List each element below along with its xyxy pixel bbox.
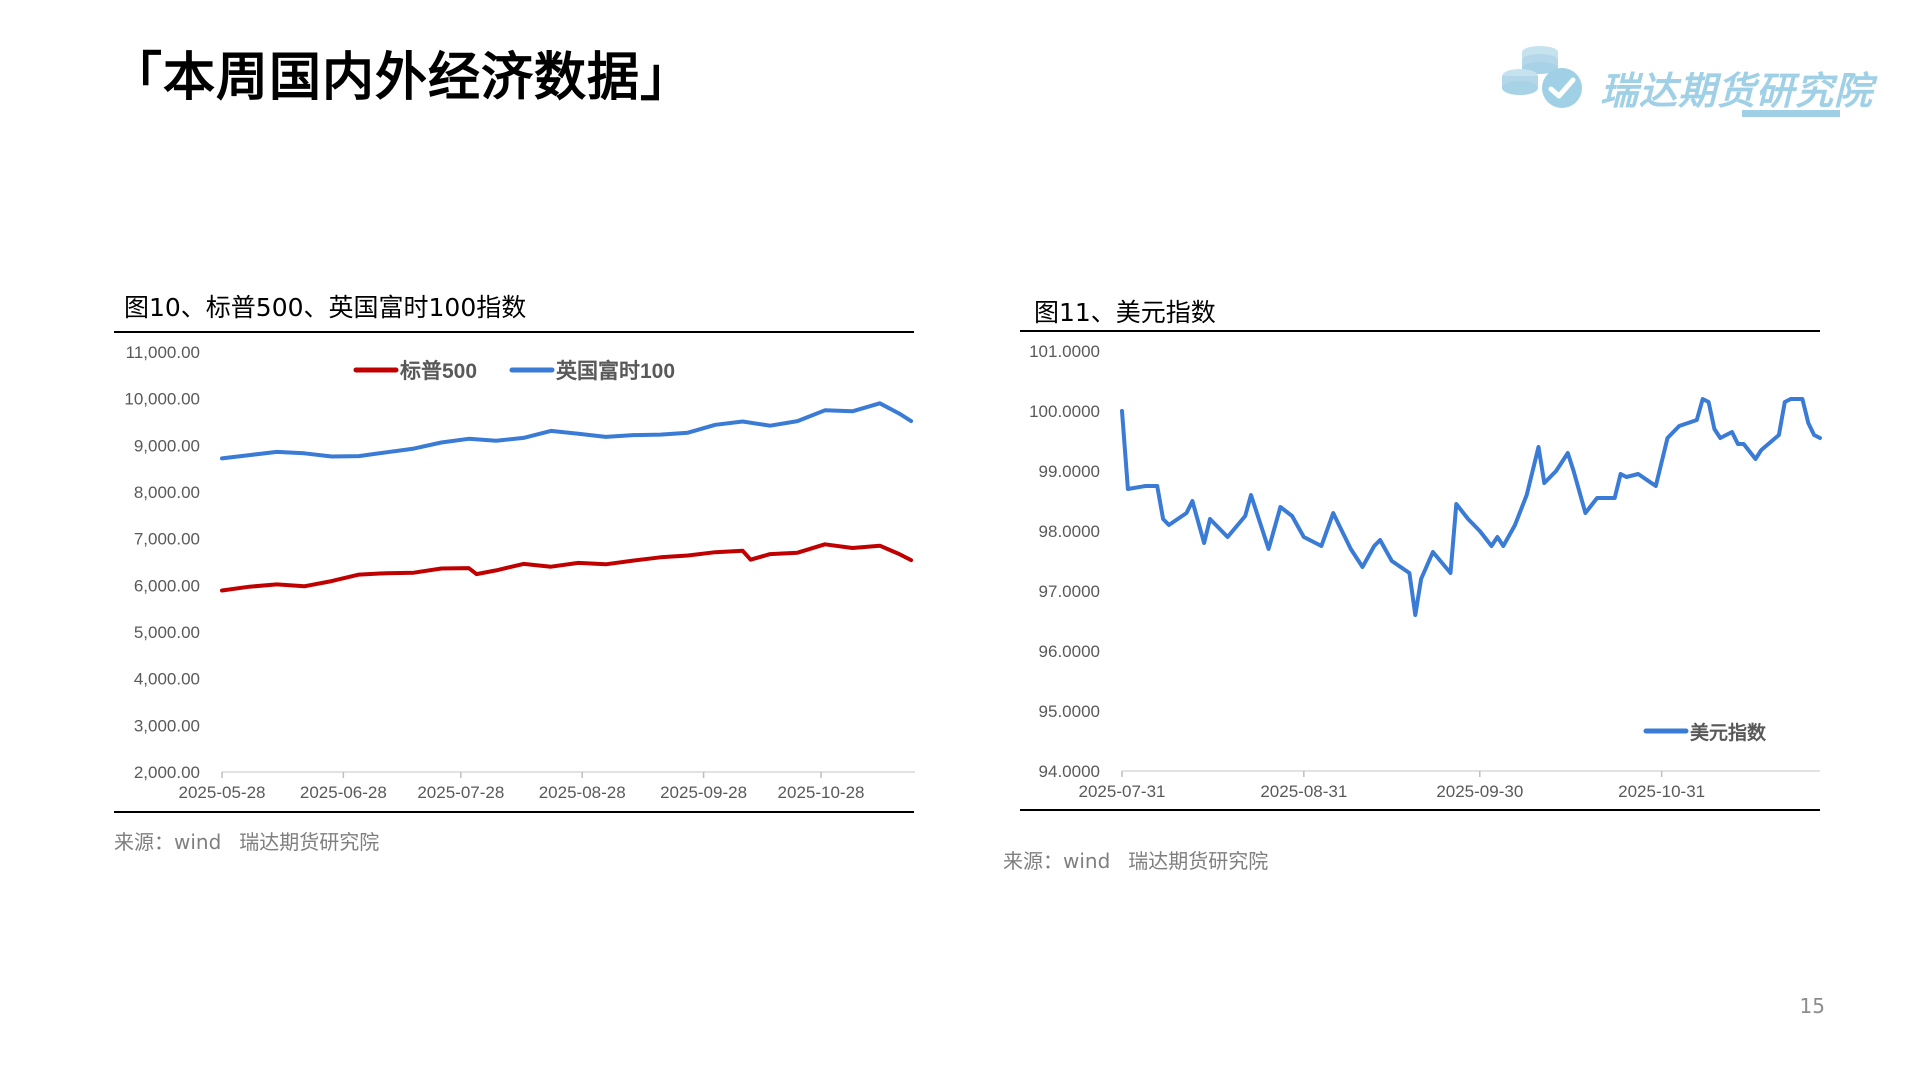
- chart-left-source: 来源：wind 瑞达期货研究院: [114, 826, 379, 855]
- x-tick-label: 2025-06-28: [300, 783, 387, 802]
- y-tick-label: 96.0000: [1039, 642, 1100, 661]
- chart-right-top-rule: [1020, 330, 1820, 332]
- chart-right-title: 图11、美元指数: [1034, 298, 1216, 327]
- source-label: 来源：wind: [114, 830, 222, 854]
- y-tick-label: 5,000.00: [134, 623, 200, 642]
- company-logo: 瑞达期货研究院: [1500, 36, 1872, 126]
- legend-label: 英国富时100: [556, 359, 675, 383]
- x-tick-label: 2025-05-28: [179, 783, 266, 802]
- chart-right-plot: 101.0000 100.0000 99.0000 98.0000 97.0000 96.…: [1029, 342, 1822, 801]
- chart-left-bottom-rule: [114, 811, 914, 813]
- y-tick-label: 9,000.00: [134, 436, 200, 455]
- series-line-1: [220, 542, 914, 593]
- x-tick-label: 2025-10-31: [1618, 782, 1705, 801]
- y-tick-label: 11,000.00: [126, 343, 200, 362]
- y-tick-label: 95.0000: [1039, 702, 1100, 721]
- y-tick-label: 8,000.00: [134, 483, 200, 502]
- coin-stack-check-icon: [1502, 46, 1582, 108]
- y-tick-label: 100.0000: [1029, 402, 1100, 421]
- y-tick-label: 98.0000: [1039, 522, 1100, 541]
- chart-left-title: 图10、标普500、英国富时100指数: [124, 293, 527, 322]
- x-tick-label: 2025-10-28: [778, 783, 865, 802]
- chart-right-source: 来源：wind 瑞达期货研究院: [1003, 845, 1268, 874]
- y-tick-label: 7,000.00: [134, 530, 200, 549]
- series-line-2: [220, 401, 914, 461]
- page-number: 15: [1799, 994, 1825, 1018]
- y-tick-label: 99.0000: [1039, 462, 1100, 481]
- y-tick-label: 101.0000: [1029, 342, 1100, 361]
- x-tick-label: 2025-08-31: [1260, 782, 1347, 801]
- y-tick-label: 3,000.00: [134, 716, 200, 735]
- source-org: 瑞达期货研究院: [239, 830, 380, 854]
- series-line-1: [1120, 397, 1822, 617]
- x-tick-label: 2025-08-28: [539, 783, 626, 802]
- legend-label: 标普500: [400, 359, 477, 383]
- logo-text: 瑞达期货研究院: [1600, 69, 1874, 113]
- y-tick-label: 97.0000: [1039, 582, 1100, 601]
- source-org: 瑞达期货研究院: [1128, 849, 1269, 873]
- y-tick-label: 10,000.00: [124, 390, 200, 409]
- legend-label: 美元指数: [1690, 721, 1767, 744]
- y-tick-label: 2,000.00: [134, 763, 200, 782]
- x-tick-label: 2025-09-30: [1436, 782, 1523, 801]
- y-tick-label: 94.0000: [1039, 762, 1100, 781]
- chart-left-top-rule: [114, 331, 914, 333]
- chart-left-plot: 11,000.00 10,000.00 9,000.00 8,000.00 7,000.…: [124, 343, 915, 802]
- page-title: 「本周国内外经济数据」: [110, 48, 694, 108]
- source-label: 来源：wind: [1003, 849, 1111, 873]
- chart-right-bottom-rule: [1020, 809, 1820, 811]
- x-tick-label: 2025-07-31: [1079, 782, 1166, 801]
- y-tick-label: 6,000.00: [134, 576, 200, 595]
- x-tick-label: 2025-07-28: [417, 783, 504, 802]
- logo-underline: [1742, 110, 1840, 117]
- y-tick-label: 4,000.00: [134, 670, 200, 689]
- x-tick-label: 2025-09-28: [660, 783, 747, 802]
